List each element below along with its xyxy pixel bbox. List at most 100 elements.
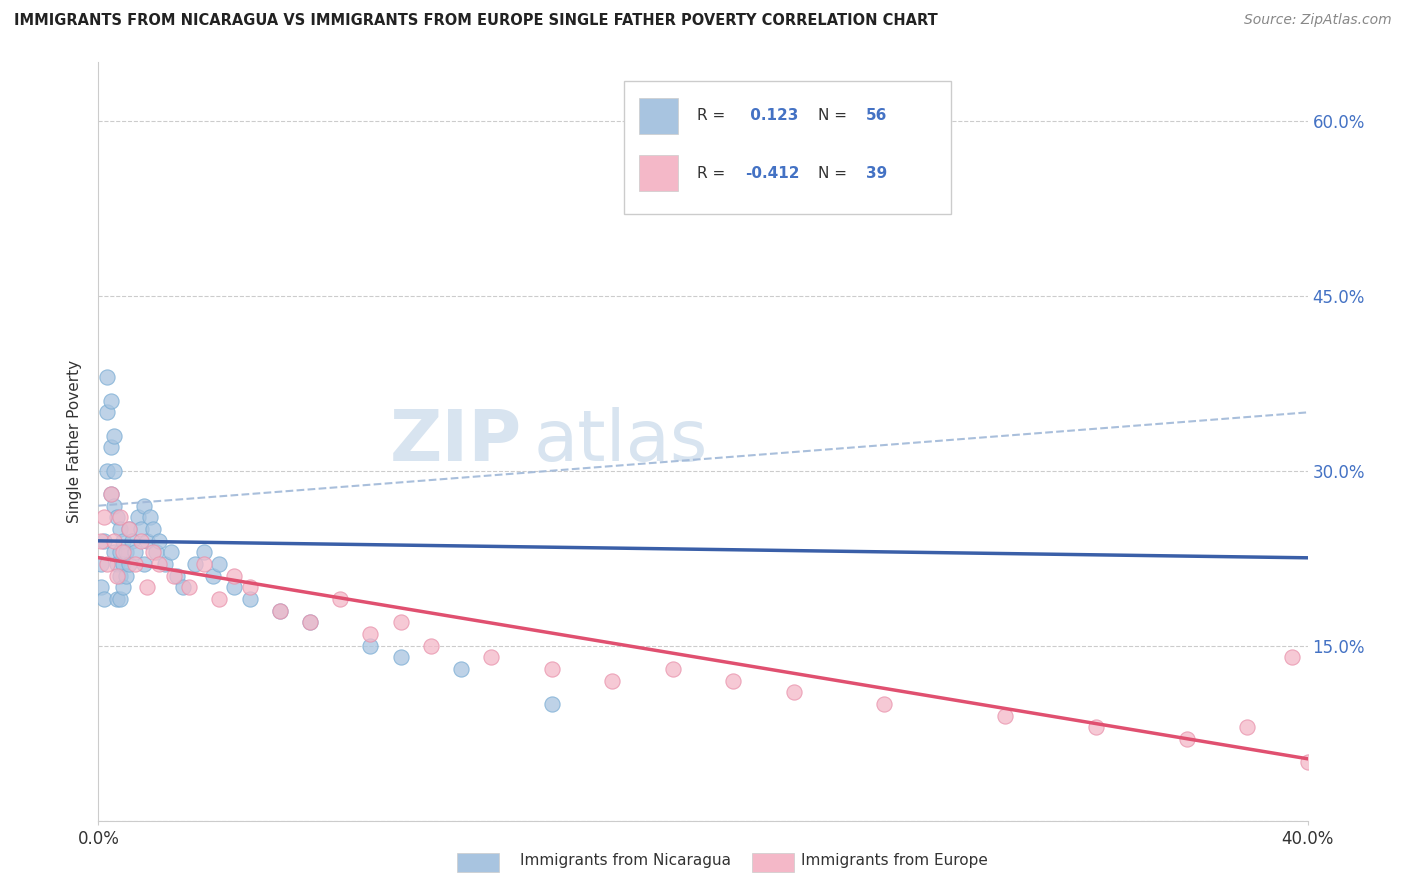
Point [163, 568, 186, 582]
Text: ZIP: ZIP [389, 407, 522, 476]
Point [114, 545, 136, 559]
Point [224, 580, 246, 594]
Text: 56: 56 [866, 108, 887, 123]
Point [145, 545, 167, 559]
Point [103, 545, 125, 559]
Point [631, 113, 654, 128]
Point [129, 533, 152, 548]
Point [389, 615, 412, 630]
Text: R =: R = [697, 108, 725, 123]
Point [108, 592, 131, 607]
Point [111, 545, 134, 559]
Text: N =: N = [818, 108, 846, 123]
Point [90, 580, 112, 594]
Point [96, 370, 118, 384]
Point [105, 557, 128, 571]
Point [873, 697, 896, 711]
Point [118, 522, 141, 536]
Point [132, 557, 155, 571]
Point [124, 545, 146, 559]
Point [118, 557, 141, 571]
Point [1281, 650, 1303, 665]
Point [160, 545, 183, 559]
Point [103, 464, 125, 478]
Point [132, 499, 155, 513]
Point [124, 557, 146, 571]
Point [103, 533, 125, 548]
Point [93, 533, 115, 548]
Point [540, 697, 562, 711]
Point [193, 557, 215, 571]
Point [108, 522, 131, 536]
Point [135, 580, 157, 594]
Point [1085, 720, 1108, 734]
Point [1175, 731, 1198, 746]
Point [108, 510, 131, 524]
Point [148, 533, 170, 548]
Point [111, 580, 134, 594]
Point [153, 557, 176, 571]
Point [166, 568, 188, 582]
Text: R =: R = [697, 166, 725, 181]
Point [135, 533, 157, 548]
Point [329, 592, 352, 607]
Point [239, 580, 262, 594]
Point [105, 510, 128, 524]
Point [118, 522, 141, 536]
Point [389, 650, 412, 665]
Point [105, 568, 128, 582]
Point [121, 533, 143, 548]
Point [269, 604, 291, 618]
Point [100, 487, 122, 501]
Point [179, 580, 201, 594]
Point [208, 592, 231, 607]
Point [100, 393, 122, 408]
Point [105, 592, 128, 607]
Point [96, 464, 118, 478]
Point [129, 522, 152, 536]
Text: 0.123: 0.123 [745, 108, 799, 123]
Point [184, 557, 207, 571]
Point [96, 557, 118, 571]
Point [360, 639, 382, 653]
Point [148, 557, 170, 571]
Point [100, 487, 122, 501]
Point [360, 627, 382, 641]
FancyBboxPatch shape [624, 81, 950, 214]
Point [202, 568, 225, 582]
Text: Source: ZipAtlas.com: Source: ZipAtlas.com [1244, 13, 1392, 28]
Point [193, 545, 215, 559]
Point [90, 557, 112, 571]
Point [103, 428, 125, 442]
Point [1236, 720, 1258, 734]
Point [142, 545, 165, 559]
Point [114, 568, 136, 582]
Point [481, 650, 503, 665]
Point [108, 545, 131, 559]
Point [90, 533, 112, 548]
Point [239, 592, 262, 607]
Point [172, 580, 194, 594]
Point [783, 685, 806, 699]
Text: Immigrants from Nicaragua: Immigrants from Nicaragua [520, 854, 731, 868]
Point [450, 662, 472, 676]
Text: atlas: atlas [534, 407, 709, 476]
Text: N =: N = [818, 166, 846, 181]
Point [661, 662, 683, 676]
Point [96, 405, 118, 419]
Point [103, 499, 125, 513]
Text: IMMIGRANTS FROM NICARAGUA VS IMMIGRANTS FROM EUROPE SINGLE FATHER POVERTY CORREL: IMMIGRANTS FROM NICARAGUA VS IMMIGRANTS … [14, 13, 938, 29]
Point [139, 510, 162, 524]
Point [111, 557, 134, 571]
Point [224, 568, 246, 582]
Point [100, 441, 122, 455]
Point [127, 510, 149, 524]
Point [142, 522, 165, 536]
Text: 39: 39 [866, 166, 887, 181]
Point [602, 673, 624, 688]
FancyBboxPatch shape [638, 98, 678, 135]
Point [994, 708, 1017, 723]
Text: -0.412: -0.412 [745, 166, 800, 181]
Point [269, 604, 291, 618]
Point [108, 568, 131, 582]
